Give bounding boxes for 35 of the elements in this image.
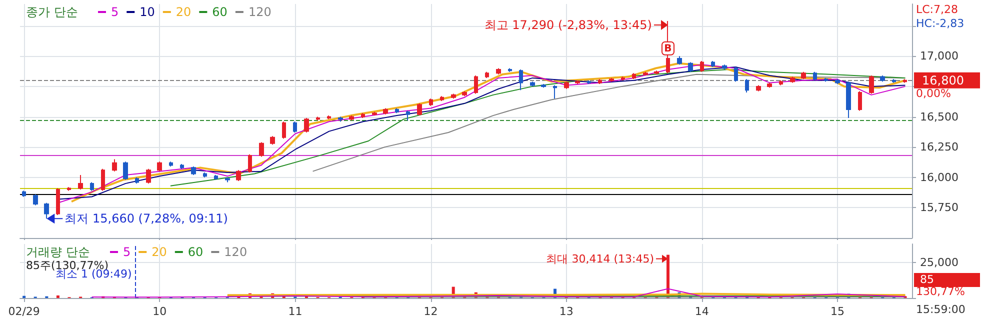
legend-label: 120 xyxy=(248,5,272,19)
y-tick-label: 16,500 xyxy=(920,110,958,124)
legend-label: 120 xyxy=(224,245,248,259)
legend-label: 20 xyxy=(152,245,167,259)
x-tick-label: 02/29 xyxy=(8,305,40,318)
x-tick-label: 11 xyxy=(288,305,302,318)
legend-title: 거래량 단순 xyxy=(26,245,90,259)
x-tick-label: 14 xyxy=(694,305,709,318)
legend-label: 60 xyxy=(188,245,204,259)
text: 15:59:00 xyxy=(916,303,966,316)
annotation: 최대 30,414 (13:45) xyxy=(546,252,654,266)
annotation: 최고 17,290 (-2,83%, 13:45) xyxy=(484,18,652,32)
y-tick-label: 15,750 xyxy=(920,201,958,214)
legend-label: 5 xyxy=(123,245,131,259)
ref-line-label: 16,800 xyxy=(922,73,964,88)
x-tick-label: 12 xyxy=(424,305,438,318)
annotation: B xyxy=(664,43,672,54)
legend-label: 5 xyxy=(111,5,119,19)
text: LC:7,28 xyxy=(916,3,958,16)
legend-label: 10 xyxy=(140,5,155,19)
text: 130,77% xyxy=(916,285,965,298)
legend-label: 20 xyxy=(176,5,192,19)
legend-label: 60 xyxy=(212,5,228,19)
text: 85 xyxy=(920,273,934,286)
text: HC:-2,83 xyxy=(916,17,964,30)
y-tick-label: 25,000 xyxy=(920,256,958,269)
y-tick-label: 17,000 xyxy=(920,50,958,63)
x-tick-label: 10 xyxy=(152,305,167,318)
x-tick-label: 13 xyxy=(559,305,574,318)
x-tick-label: 15 xyxy=(830,305,844,318)
annotation: 최저 15,660 (7,28%, 09:11) xyxy=(64,212,228,226)
legend-title: 종가 단순 xyxy=(26,5,78,19)
y-tick-label: 16,250 xyxy=(920,140,958,154)
text: 0,00% xyxy=(916,87,951,100)
y-tick-label: 16,000 xyxy=(920,170,958,184)
